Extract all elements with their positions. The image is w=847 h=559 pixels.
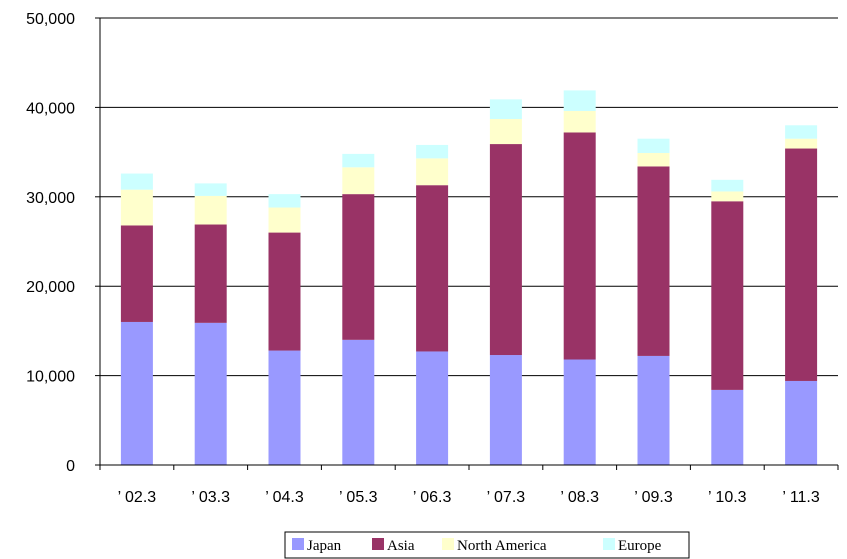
bar-japan — [268, 350, 301, 465]
bar-japan — [416, 351, 449, 465]
bar-europe — [194, 183, 227, 196]
y-tick-label: 30,000 — [26, 190, 75, 207]
x-tick-label: ’ 10.3 — [708, 489, 747, 506]
bar-asia — [637, 166, 670, 356]
bar-north-america — [416, 158, 449, 186]
bar-europe — [268, 194, 301, 208]
x-tick-label: ’ 05.3 — [339, 489, 378, 506]
y-tick-label: 50,000 — [26, 11, 75, 28]
x-tick-label: ’ 09.3 — [634, 489, 673, 506]
bar-asia — [120, 225, 153, 322]
x-tick-label: ’ 08.3 — [560, 489, 599, 506]
bar-north-america — [711, 191, 744, 202]
bar-north-america — [563, 110, 596, 133]
legend-swatch-europe — [603, 538, 615, 550]
bar-europe — [563, 90, 596, 111]
x-tick-labels: ’ 02.3 ’ 03.3 ’ 04.3 ’ 05.3 ’ 06.3 ’ 07.3 ’ 08… — [118, 489, 820, 506]
x-tick-label: ’ 11.3 — [782, 489, 819, 506]
bar-north-america — [120, 189, 153, 226]
bar-japan — [342, 339, 375, 465]
bar-asia — [489, 144, 522, 356]
bar-japan — [563, 359, 596, 465]
bar-north-america — [785, 138, 818, 149]
y-tick-label: 10,000 — [26, 369, 75, 386]
y-tick-label: 0 — [66, 458, 75, 475]
bar-asia — [268, 232, 301, 351]
bar-asia — [194, 224, 227, 323]
legend-swatch-asia — [372, 538, 384, 550]
bar-north-america — [489, 119, 522, 145]
y-tick-label: 20,000 — [26, 279, 75, 296]
bar-japan — [785, 380, 818, 465]
bar-north-america — [268, 207, 301, 233]
legend-swatch-japan — [292, 538, 304, 550]
bar-asia — [785, 148, 818, 381]
bar-north-america — [194, 195, 227, 225]
legend-label-europe: Europe — [618, 538, 662, 554]
legend-swatch-north-america — [442, 538, 454, 550]
bar-north-america — [637, 152, 670, 167]
y-tick-label: 40,000 — [26, 100, 75, 117]
bar-europe — [637, 138, 670, 153]
bar-europe — [489, 99, 522, 120]
bar-asia — [711, 201, 744, 390]
bar-asia — [416, 185, 449, 352]
legend-label-asia: Asia — [387, 538, 415, 554]
bar-asia — [563, 132, 596, 360]
bar-japan — [489, 355, 522, 465]
bar-north-america — [342, 167, 375, 195]
legend-label-north-america: North America — [457, 538, 547, 554]
legend-box — [284, 531, 690, 559]
legend: Japan Asia North America Europe — [284, 531, 690, 559]
bar-europe — [342, 153, 375, 168]
bar-europe — [120, 173, 153, 190]
x-tick-label: ’ 07.3 — [487, 489, 526, 506]
bar-asia — [342, 194, 375, 340]
bars — [120, 90, 818, 465]
axes — [95, 17, 839, 470]
bar-japan — [711, 389, 744, 465]
legend-label-japan: Japan — [307, 538, 342, 554]
x-tick-label: ’ 04.3 — [265, 489, 304, 506]
x-tick-label: ’ 03.3 — [191, 489, 230, 506]
bar-japan — [637, 355, 670, 465]
bar-japan — [120, 321, 153, 465]
bar-europe — [711, 179, 744, 192]
bar-europe — [785, 125, 818, 139]
y-tick-labels: 0 10,000 20,000 30,000 40,000 50,000 — [26, 11, 75, 475]
bar-europe — [416, 144, 449, 159]
x-tick-label: ’ 02.3 — [118, 489, 157, 506]
bar-japan — [194, 322, 227, 465]
x-tick-label: ’ 06.3 — [413, 489, 452, 506]
